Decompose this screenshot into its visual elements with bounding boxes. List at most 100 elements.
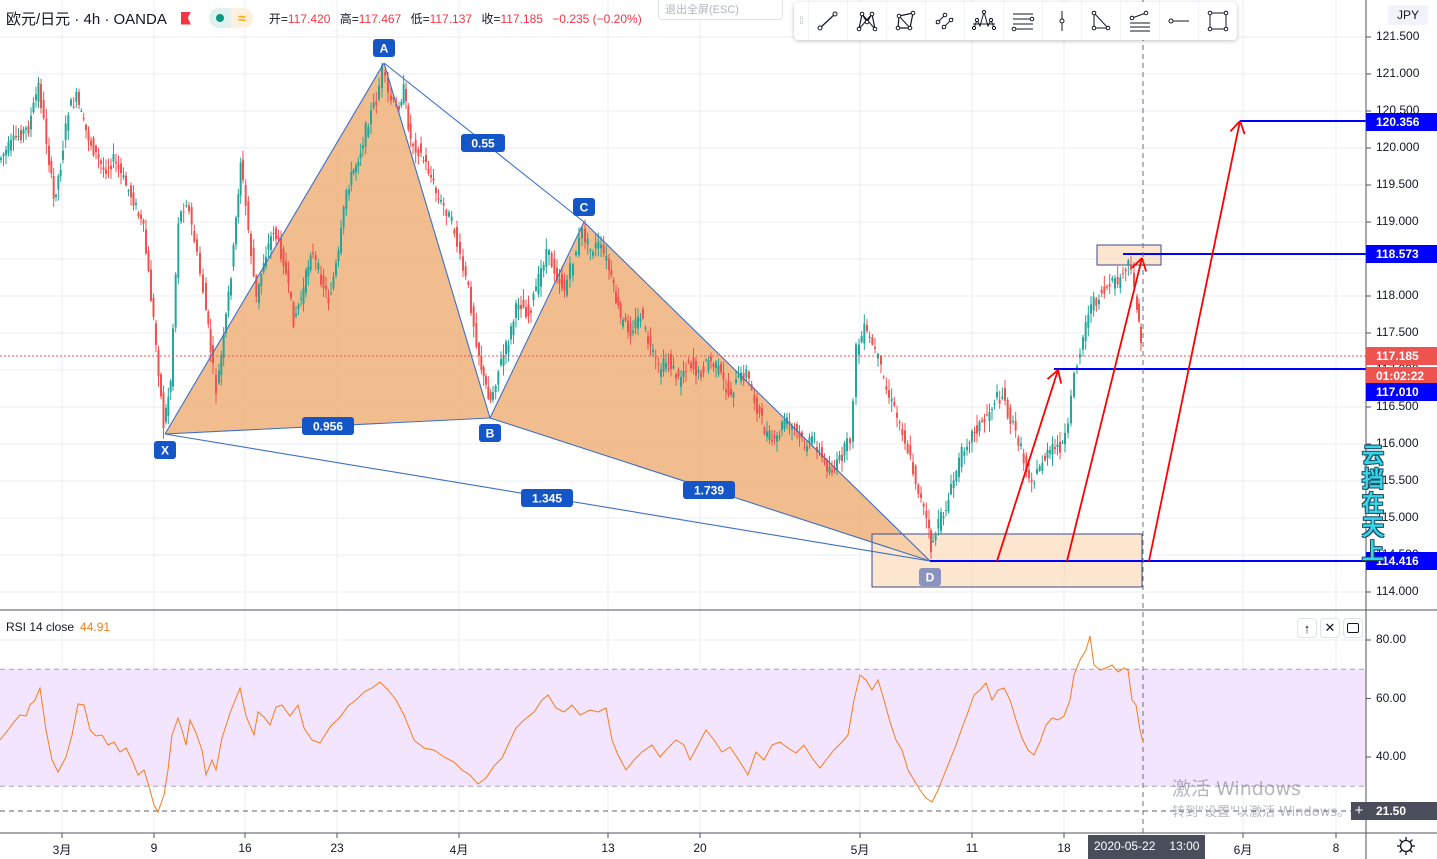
ohlc-close: 收=117.185	[481, 11, 543, 26]
time-tick: 4月	[449, 843, 469, 857]
time-tick: 20	[693, 841, 707, 855]
rsi-tick: 80.00	[1376, 632, 1407, 646]
price-tick: 121.000	[1376, 66, 1420, 80]
rsi-line	[0, 635, 1144, 814]
close-icon: ✕	[1324, 620, 1336, 635]
ratio-label: 1.345	[521, 489, 573, 507]
time-tick: 3月	[52, 843, 72, 857]
elliott-wave-icon	[971, 9, 997, 31]
svg-text:X: X	[161, 444, 169, 458]
annotations	[0, 0, 1366, 833]
market-open-icon	[208, 8, 231, 28]
close-pane-button[interactable]: ✕	[1320, 618, 1340, 638]
ratio-label: 0.55	[461, 134, 505, 152]
svg-text:A: A	[380, 42, 389, 56]
time-tick: 23	[330, 841, 344, 855]
horizontal-lines-tool-button[interactable]	[1003, 2, 1042, 40]
crosshair-date: 2020-05-22	[1094, 839, 1156, 853]
projection-arrow	[1066, 257, 1143, 562]
trend-line-tool-button[interactable]	[808, 2, 847, 40]
price-tick: 114.000	[1376, 584, 1419, 598]
svg-text:1.739: 1.739	[694, 484, 724, 498]
projection-arrow	[996, 369, 1059, 562]
settings-gear-icon[interactable]	[1396, 836, 1416, 856]
svg-text:D: D	[926, 571, 935, 585]
svg-text:C: C	[580, 201, 589, 215]
svg-text:B: B	[486, 427, 495, 441]
ohlc-values: 开=117.420 高=117.467 低=117.137 收=117.185 …	[269, 10, 642, 27]
activation-watermark-subtitle: 转到"设置"以激活 Windows。	[1172, 805, 1351, 820]
trend-line-icon	[817, 11, 838, 31]
harmonic-pattern-lines: X A B C D 0.55 0.956 1.739 1.345	[154, 39, 941, 586]
time-crosshair-label: 2020-05-22 13:00	[1088, 835, 1206, 859]
pattern-point-b: B	[479, 424, 501, 442]
price-tick: 121.500	[1376, 29, 1420, 43]
time-tick: 16	[238, 841, 252, 855]
move-pane-up-button[interactable]: ↑	[1297, 618, 1317, 638]
flag-icon[interactable]	[180, 11, 191, 25]
symbol-legend: 欧元/日元 · 4h · OANDA ≈ 开=117.420 高=117.467…	[6, 7, 642, 29]
price-tag: 118.573	[1366, 244, 1437, 263]
price-tag: 117.010	[1366, 383, 1437, 402]
currency-label[interactable]: JPY	[1388, 5, 1428, 25]
maximize-pane-button[interactable]	[1343, 618, 1363, 638]
price-tick: 116.000	[1376, 436, 1419, 450]
symbol-title[interactable]: 欧元/日元 · 4h · OANDA	[6, 10, 167, 28]
triangle-pattern-tool-button[interactable]	[1081, 2, 1120, 40]
price-tick: 119.500	[1376, 177, 1419, 191]
price-tick: 117.500	[1376, 325, 1419, 339]
price-tick: 118.000	[1376, 288, 1419, 302]
pattern-point-a: A	[373, 39, 395, 57]
crosshair-plus-button[interactable]: +	[1351, 802, 1367, 820]
vertical-line-tool-button[interactable]	[1042, 2, 1081, 40]
rsi-band	[0, 668, 1366, 812]
price-tag: 117.185	[1366, 347, 1437, 366]
price-tag: 01:02:22	[1366, 366, 1437, 385]
projection-arrow	[1148, 120, 1241, 562]
price-tick: 120.000	[1376, 140, 1420, 154]
parallel-channel-tool-button[interactable]	[925, 2, 964, 40]
fib-retracement-icon	[1129, 10, 1150, 32]
elliott-wave-tool-button[interactable]	[964, 2, 1003, 40]
drag-handle-icon[interactable]: ⁞⁞	[799, 15, 804, 27]
price-tick: 115.500	[1376, 473, 1419, 487]
pane-controls: ↑ ✕	[1297, 618, 1363, 638]
xabcd-pattern-icon	[856, 11, 878, 32]
rsi-tick: 60.00	[1376, 690, 1407, 705]
rsi-title[interactable]: RSI 14 close	[6, 620, 75, 634]
ohlc-high: 高=117.467	[339, 11, 402, 26]
drawing-toolbar: ⁞⁞	[794, 2, 1237, 40]
pattern-point-d: D	[919, 568, 941, 586]
xabcd-pattern-tool-button[interactable]	[847, 2, 886, 40]
abcd-pattern-tool-button[interactable]	[886, 2, 925, 40]
horizontal-ray-icon	[1168, 18, 1189, 24]
time-tick: 9	[150, 841, 158, 855]
rectangle-icon	[1207, 10, 1229, 32]
svg-text:1.345: 1.345	[532, 492, 562, 506]
activation-watermark-title: 激活 Windows	[1172, 778, 1301, 800]
delayed-data-icon: ≈	[230, 8, 253, 28]
rectangle-tool-button[interactable]	[1198, 2, 1237, 40]
time-tick: 18	[1057, 841, 1071, 855]
market-status-pill[interactable]: ≈	[208, 8, 253, 28]
fib-retracement-tool-button[interactable]	[1120, 2, 1159, 40]
rsi-value: 44.91	[80, 620, 111, 634]
maximize-icon	[1347, 623, 1359, 633]
ohlc-low: 低=117.137	[410, 11, 473, 26]
price-tick: 119.000	[1376, 214, 1419, 228]
price-change: −0.235 (−0.20%)	[552, 11, 642, 26]
exit-fullscreen-button[interactable]: 退出全屏(ESC)	[658, 0, 783, 20]
time-tick: 6月	[1233, 843, 1253, 857]
ohlc-open: 开=117.420	[268, 11, 331, 26]
horizontal-ray-tool-button[interactable]	[1159, 2, 1198, 40]
svg-text:0.956: 0.956	[313, 420, 343, 434]
time-tick: 8	[1332, 841, 1340, 855]
horizontal-lines-icon	[1011, 13, 1035, 32]
price-tag: 114.416	[1366, 552, 1437, 571]
ratio-label: 0.956	[302, 417, 354, 435]
triangle-pattern-icon	[1091, 10, 1111, 31]
harmonic-pattern-fill	[165, 63, 1162, 588]
rsi-legend: RSI 14 close 44.91	[6, 620, 110, 634]
